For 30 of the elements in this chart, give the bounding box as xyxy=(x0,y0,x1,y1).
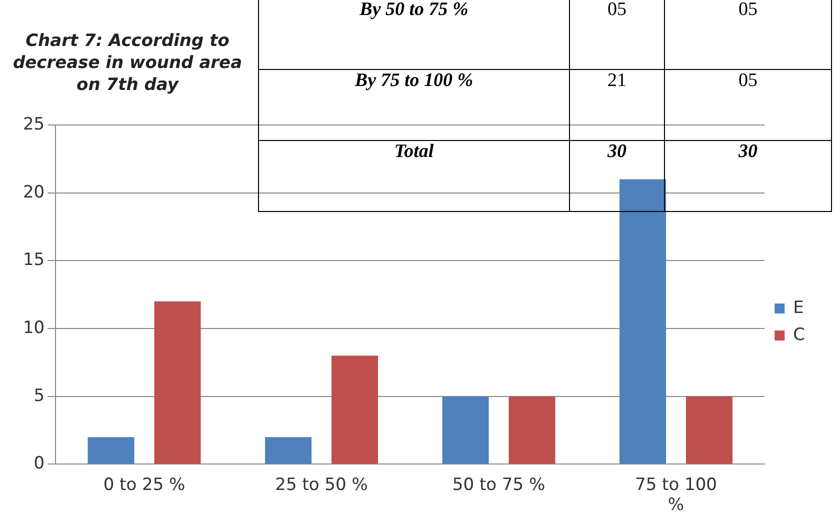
text: By 75 to 100 % xyxy=(258,70,570,140)
x-tick-label: 0 to 25 % xyxy=(103,474,186,495)
x-tick-label: 75 to 100 % xyxy=(635,474,717,516)
annotation: 30 xyxy=(570,140,664,212)
y-tick-label: 20 xyxy=(22,182,45,202)
legend-label: E xyxy=(793,298,804,318)
bar xyxy=(686,396,733,464)
chart-title: Chart 7: According to decrease in wound area on 7th day xyxy=(12,30,244,96)
annotation: Total xyxy=(258,140,570,212)
text: 05 xyxy=(664,0,832,70)
text: By 50 to 75 % xyxy=(258,0,570,70)
bar xyxy=(442,396,489,464)
text: 05 xyxy=(570,0,664,70)
annotation: 30 xyxy=(664,140,832,212)
y-tick-label: 10 xyxy=(22,318,45,338)
bar xyxy=(88,437,134,464)
y-tick-label: 25 xyxy=(22,114,45,134)
bar xyxy=(265,437,312,464)
y-tick-label: 15 xyxy=(22,250,45,270)
bar xyxy=(508,396,556,464)
text: 21 xyxy=(570,70,664,140)
y-tick-label: 5 xyxy=(34,386,45,406)
bar xyxy=(620,179,666,464)
bar xyxy=(331,356,378,464)
text: 05 xyxy=(664,70,832,140)
x-tick-label: 50 to 75 % xyxy=(452,474,546,495)
bar xyxy=(154,301,201,464)
x-tick-label: 25 to 50 % xyxy=(275,474,368,495)
legend-label: C xyxy=(793,324,806,345)
y-tick-label: 0 xyxy=(34,454,45,474)
